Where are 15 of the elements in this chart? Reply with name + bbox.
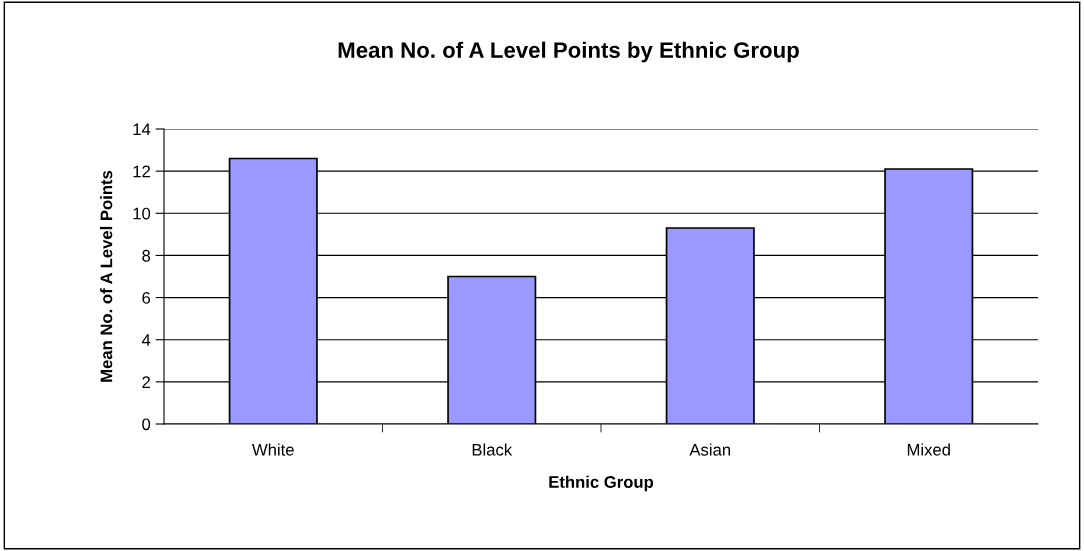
x-tick-label: Asian <box>689 443 731 456</box>
y-tick-label: 6 <box>142 291 151 304</box>
y-axis-title: Mean No. of A Level Points <box>100 170 113 382</box>
y-tick-label: 8 <box>142 249 151 262</box>
y-tick-label: 4 <box>141 334 151 346</box>
y-tick-label: 14 <box>133 123 151 136</box>
y-tick-label: 2 <box>142 376 150 388</box>
y-tick-label: 10 <box>133 207 151 220</box>
x-tick-label: Black <box>472 443 513 456</box>
y-tick-label: 0 <box>142 418 151 431</box>
x-tick-label: White <box>252 443 294 456</box>
chart-title: Mean No. of A Level Points by Ethnic Group <box>338 41 799 63</box>
y-tick-label: 12 <box>133 165 150 178</box>
x-axis-title: Ethnic Group <box>549 475 654 492</box>
x-tick-label: Mixed <box>907 443 950 456</box>
